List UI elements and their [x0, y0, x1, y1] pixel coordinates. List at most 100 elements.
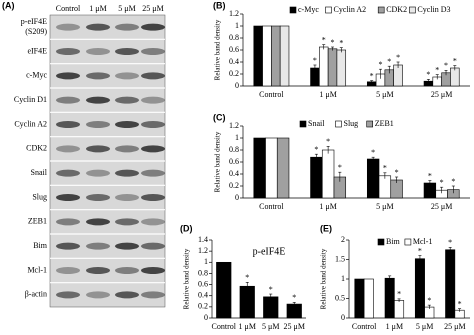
- y-tick-label: 1: [204, 257, 208, 266]
- blot-band: [115, 242, 139, 250]
- significance-marker: *: [371, 148, 375, 157]
- y-tick-label: 1.2: [229, 9, 239, 18]
- bar: [253, 137, 266, 199]
- significance-marker: *: [448, 238, 452, 247]
- y-tick-label: 1: [235, 21, 239, 30]
- blot-band: [56, 145, 80, 153]
- legend-label: Cyclin A2: [334, 5, 367, 14]
- blot-row-label: p-eIF4E: [21, 17, 47, 26]
- panel-label: (E): [320, 223, 332, 233]
- significance-marker: *: [426, 70, 430, 79]
- significance-marker: *: [396, 53, 400, 62]
- bar: [393, 64, 403, 87]
- legend-swatch: [299, 120, 307, 128]
- blot-column-label: Control: [56, 4, 81, 13]
- y-tick-label: 0.4: [229, 57, 239, 66]
- legend-swatch: [409, 6, 416, 14]
- y-tick-label: 0: [235, 81, 239, 90]
- x-tick-label: 25 μM: [444, 322, 465, 331]
- blot-band: [141, 48, 165, 55]
- significance-marker: *: [269, 285, 273, 294]
- significance-marker: *: [383, 164, 387, 173]
- y-tick-label: 0.8: [198, 268, 208, 277]
- y-tick-label: 1.5: [335, 254, 345, 263]
- y-tick-label: 0.8: [229, 145, 239, 154]
- bar: [262, 25, 272, 87]
- significance-marker: *: [453, 56, 457, 65]
- y-tick-label: 1: [341, 274, 345, 283]
- panel-label: (B): [213, 0, 226, 10]
- significance-marker: *: [338, 163, 342, 172]
- blot-band: [141, 121, 165, 128]
- significance-marker: *: [440, 178, 444, 187]
- blot-band: [115, 48, 139, 55]
- blot-band: [86, 23, 110, 31]
- y-tick-label: 2: [341, 235, 345, 244]
- bar: [253, 25, 263, 87]
- legend-label: Snail: [308, 119, 325, 128]
- blot-band: [115, 72, 139, 80]
- x-tick-label: 25 μM: [431, 202, 452, 211]
- blot-band: [86, 121, 110, 128]
- x-tick-label: 1 μM: [239, 322, 256, 331]
- bar: [445, 249, 456, 319]
- bar: [271, 25, 281, 87]
- y-tick-label: 0: [341, 313, 345, 322]
- y-tick-label: 1.2: [229, 121, 239, 130]
- x-tick-label: 5 μM: [376, 90, 393, 99]
- y-tick-label: 0.2: [198, 302, 208, 311]
- bar: [336, 49, 347, 87]
- blot-band: [115, 121, 139, 128]
- blot-band: [56, 194, 80, 201]
- blot-band: [141, 145, 165, 153]
- blot-band: [56, 218, 80, 226]
- blot-column-label: 5 μM: [118, 4, 135, 13]
- blot-band: [56, 291, 80, 299]
- bar: [239, 285, 255, 319]
- significance-marker: *: [245, 273, 249, 282]
- legend-label: ZEB1: [375, 119, 394, 128]
- blot-band: [141, 72, 165, 80]
- y-tick-label: 0: [235, 193, 239, 202]
- blot-row-label: Cyclin A2: [14, 119, 47, 128]
- blot-band: [141, 96, 165, 104]
- significance-marker: *: [313, 56, 317, 65]
- y-axis-title: Relative band density: [320, 248, 328, 309]
- blot-band: [86, 48, 110, 55]
- blot-row-label: ZEB1: [28, 217, 47, 226]
- bar: [366, 158, 380, 199]
- x-tick-label: Control: [352, 322, 377, 331]
- x-tick-label: 1 μM: [386, 322, 403, 331]
- blot-row-sublabel: (S209): [25, 27, 47, 36]
- legend-swatch: [404, 238, 412, 246]
- y-tick-label: 0.2: [229, 69, 239, 78]
- significance-marker: *: [395, 168, 399, 177]
- significance-marker: *: [418, 246, 422, 255]
- significance-marker: *: [339, 38, 343, 47]
- panel-label: (C): [213, 112, 226, 122]
- significance-marker: *: [326, 137, 330, 146]
- x-tick-label: 1 μM: [319, 90, 336, 99]
- blot-band: [86, 291, 110, 299]
- blot-band: [56, 267, 80, 274]
- blot-band: [115, 267, 139, 274]
- x-tick-label: 1 μM: [319, 202, 336, 211]
- y-axis-title: Relative band density: [183, 248, 191, 309]
- bar: [384, 277, 395, 319]
- blot-band: [56, 23, 80, 31]
- blot-band: [141, 169, 165, 177]
- significance-marker: *: [451, 177, 455, 186]
- significance-marker: *: [458, 299, 462, 308]
- blot-band: [86, 145, 110, 153]
- x-tick-label: Control: [259, 202, 284, 211]
- blot-row-label: Bim: [33, 241, 48, 250]
- legend-label: CDK2: [386, 5, 407, 14]
- blot-band: [115, 194, 139, 201]
- bar: [263, 296, 279, 319]
- blot-band: [115, 291, 139, 299]
- blot-band: [115, 218, 139, 226]
- panel-label: (A): [2, 0, 15, 10]
- blot-band: [56, 169, 80, 177]
- y-tick-label: 0.6: [229, 157, 239, 166]
